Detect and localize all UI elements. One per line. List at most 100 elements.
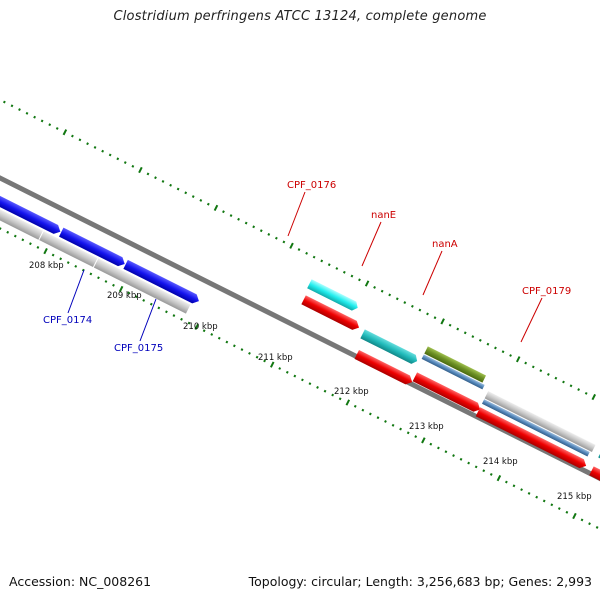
tick-mark-inner: [535, 495, 539, 499]
tick-mark-outer: [388, 293, 392, 297]
tick-mark-outer: [169, 183, 172, 187]
tick-mark-outer: [222, 210, 225, 214]
tick-mark-inner: [331, 393, 335, 397]
tick-mark-inner: [6, 230, 10, 234]
tick-mark-outer: [206, 202, 210, 206]
feature-gray-2: [39, 231, 98, 268]
tick-mark-inner: [459, 457, 463, 461]
tick-mark-outer: [335, 267, 339, 270]
tick-mark-outer: [411, 304, 414, 308]
gene-label-cpf0179[interactable]: CPF_0179: [522, 286, 571, 297]
tick-mark-inner: [21, 238, 25, 242]
tick-mark-inner: [482, 469, 486, 473]
tick-label-213: 213 kbp: [409, 422, 444, 432]
tick-marks-outer: [2, 100, 600, 403]
tick-label-211: 211 kbp: [258, 353, 293, 363]
gene-cpf0179-feature: [484, 391, 596, 453]
tick-mark-inner: [323, 389, 327, 393]
tick-mark-inner: [165, 310, 168, 314]
tick-mark-inner: [293, 374, 297, 378]
tick-mark-inner: [217, 336, 221, 340]
tick-mark-outer: [403, 301, 407, 304]
tick-mark-outer: [297, 248, 301, 251]
tick-mark-inner: [361, 408, 365, 412]
gene-label-cpf0176[interactable]: CPF_0176: [287, 180, 336, 191]
gene-label-nana[interactable]: nanA: [432, 239, 458, 250]
tick-mark-inner: [134, 295, 138, 299]
tick-mark-outer: [591, 393, 597, 401]
tick-mark-outer: [327, 263, 331, 267]
tick-mark-inner: [572, 512, 577, 520]
tick-mark-inner: [345, 399, 351, 406]
tick-mark-inner: [452, 454, 455, 457]
tick-mark-inner: [59, 257, 63, 261]
tick-mark-outer: [191, 195, 195, 199]
gene-label-cpf0175[interactable]: CPF_0175: [114, 343, 163, 354]
tick-mark-outer: [380, 289, 384, 293]
tick-mark-outer: [154, 176, 157, 180]
tick-label-210: 210 kbp: [183, 322, 218, 332]
gene-nana-feature: [424, 346, 487, 383]
tick-mark-outer: [71, 134, 74, 138]
tick-mark-outer: [539, 369, 543, 373]
feature-red-3: [412, 372, 481, 412]
tick-label-215: 215 kbp: [557, 492, 592, 502]
tick-mark-inner: [248, 351, 251, 355]
tick-mark-inner: [66, 261, 70, 265]
genome-backbone: [0, 157, 600, 503]
tick-mark-outer: [320, 259, 324, 263]
tick-mark-inner: [557, 507, 561, 510]
tick-mark-outer: [373, 285, 376, 289]
tick-mark-inner: [112, 283, 115, 287]
tick-mark-outer: [267, 232, 271, 236]
tick-mark-outer: [350, 274, 354, 278]
tick-mark-inner: [157, 306, 161, 310]
tick-label-214: 214 kbp: [483, 457, 518, 467]
tick-mark-inner: [180, 317, 183, 321]
tick-mark-outer: [55, 127, 59, 130]
tick-mark-inner: [29, 242, 32, 246]
tick-mark-outer: [547, 373, 550, 376]
gene-nane-feature: [360, 329, 418, 364]
tick-mark-outer: [48, 123, 52, 127]
tick-mark-outer: [131, 164, 135, 168]
gene-label-nane[interactable]: nanE: [371, 210, 396, 221]
tick-mark-outer: [486, 342, 490, 346]
tick-mark-inner: [97, 276, 100, 280]
tick-mark-inner: [489, 473, 493, 476]
tick-mark-outer: [531, 365, 535, 369]
tick-mark-inner: [210, 333, 214, 336]
tick-mark-outer: [40, 119, 44, 123]
feature-steel-2: [481, 399, 590, 457]
tick-mark-inner: [580, 518, 584, 522]
tick-mark-inner: [474, 465, 478, 469]
callout-line-cpf0176: [287, 191, 306, 237]
tick-mark-outer: [78, 138, 82, 142]
tick-mark-inner: [550, 503, 554, 507]
tick-mark-inner: [225, 340, 229, 344]
tick-mark-outer: [93, 145, 97, 149]
tick-mark-outer: [364, 280, 370, 287]
tick-mark-outer: [289, 242, 294, 249]
tick-mark-outer: [138, 166, 143, 174]
tick-mark-inner: [278, 367, 282, 370]
gene-label-cpf0174[interactable]: CPF_0174: [43, 315, 92, 326]
tick-mark-inner: [194, 323, 199, 330]
feature-steel: [421, 354, 485, 390]
tick-mark-inner: [429, 442, 433, 446]
accession-label: Accession: NC_008261: [9, 574, 152, 589]
tick-mark-outer: [213, 204, 219, 212]
tick-mark-inner: [527, 491, 531, 495]
tick-mark-inner: [588, 522, 591, 526]
tick-mark-inner: [308, 382, 312, 386]
tick-mark-outer: [426, 312, 429, 316]
map-title: Clostridium perfringens ATCC 13124, comp…: [113, 9, 487, 24]
tick-mark-inner: [149, 302, 153, 306]
tick-mark-inner: [565, 510, 569, 514]
tick-mark-inner: [520, 488, 523, 492]
tick-mark-outer: [440, 318, 445, 325]
tick-label-209: 209 kbp: [107, 291, 142, 301]
tick-mark-inner: [127, 291, 130, 295]
tick-mark-outer: [62, 129, 68, 136]
tick-mark-outer: [176, 187, 180, 191]
